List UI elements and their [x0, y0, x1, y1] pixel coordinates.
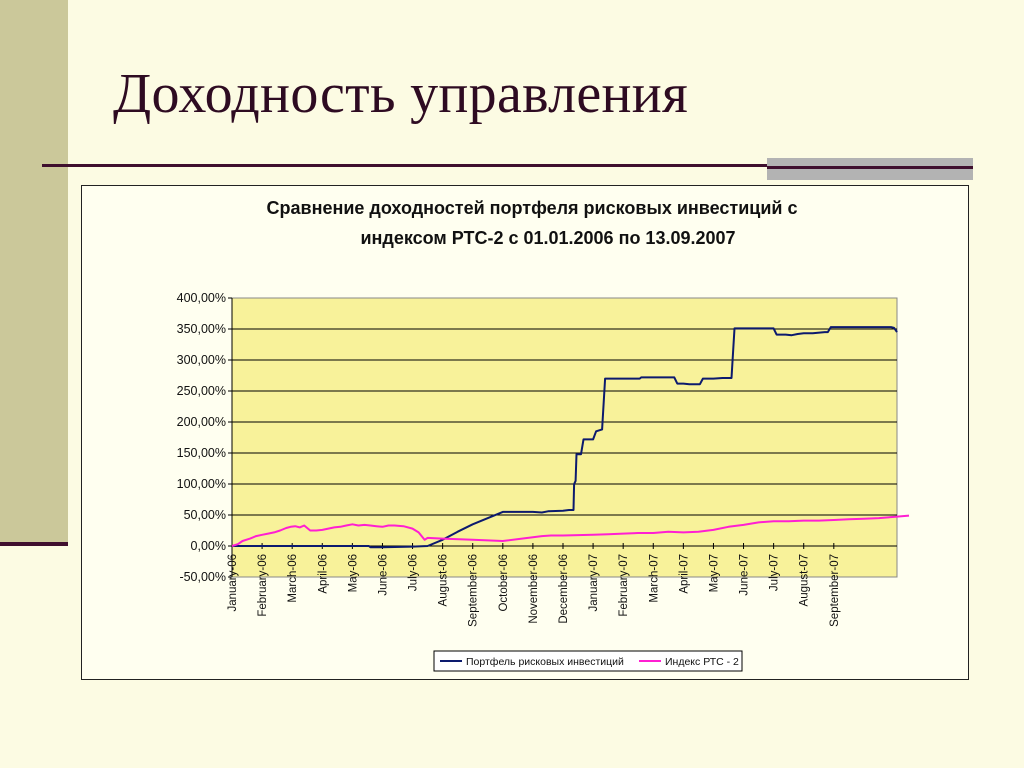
x-tick-label: August-07	[799, 554, 811, 606]
left-decor-band	[0, 0, 68, 545]
x-tick-label: February-06	[257, 554, 269, 617]
legend-label: Индекс РТС - 2	[665, 656, 739, 668]
y-tick-label: 150,00%	[177, 446, 226, 460]
x-tick-label: February-07	[618, 554, 630, 617]
series-line-1	[232, 326, 898, 549]
x-tick-label: March-06	[287, 554, 299, 603]
x-tick-label: November-06	[528, 554, 540, 624]
title-accent-bar	[767, 158, 973, 180]
x-tick-label: December-06	[558, 554, 570, 624]
x-tick-label: September-06	[468, 554, 480, 627]
x-tick-label: April-07	[678, 554, 690, 594]
x-tick-label: June-07	[739, 554, 751, 596]
x-tick-label: June-06	[377, 554, 389, 596]
chart-legend: Портфель рисковых инвестиций Индекс РТС -…	[433, 650, 743, 672]
x-tick-label: July-07	[769, 554, 781, 591]
x-tick-label: September-07	[829, 554, 841, 627]
legend-box	[433, 650, 743, 672]
series-line-2	[231, 514, 910, 547]
x-tick-label: July-06	[408, 554, 420, 591]
y-tick-label: 350,00%	[177, 322, 226, 336]
chart-title-line-1: Сравнение доходностей портфеля рисковых …	[267, 198, 798, 218]
legend-label: Портфель рисковых инвестиций	[466, 656, 624, 668]
x-tick-label: May-06	[347, 554, 359, 592]
x-tick-label: August-06	[438, 554, 450, 606]
plot-area	[231, 297, 898, 578]
returns-comparison-chart: Сравнение доходностей портфеля рисковых …	[177, 198, 910, 672]
y-tick-label: 100,00%	[177, 477, 226, 491]
y-tick-label: -50,00%	[179, 570, 226, 584]
x-tick-label: March-07	[648, 554, 660, 603]
x-tick-label: April-06	[317, 554, 329, 594]
left-decor-rule	[0, 542, 68, 546]
y-tick-label: 250,00%	[177, 384, 226, 398]
x-tick-label: October-06	[498, 554, 510, 612]
x-tick-label: January-06	[227, 554, 239, 612]
slide-title: Доходность управления	[113, 63, 689, 125]
y-tick-label: 0,00%	[191, 539, 226, 553]
x-tick-label: January-07	[588, 554, 600, 612]
y-tick-label: 200,00%	[177, 415, 226, 429]
x-tick-label: May-07	[708, 554, 720, 592]
y-tick-label: 400,00%	[177, 291, 226, 305]
title-underline	[42, 164, 972, 167]
y-tick-label: 300,00%	[177, 353, 226, 367]
chart-title-line-2: индексом РТС-2 с 01.01.2006 по 13.09.200…	[360, 228, 735, 248]
chart-frame: Сравнение доходностей портфеля рисковых …	[81, 185, 969, 680]
y-tick-label: 50,00%	[184, 508, 226, 522]
